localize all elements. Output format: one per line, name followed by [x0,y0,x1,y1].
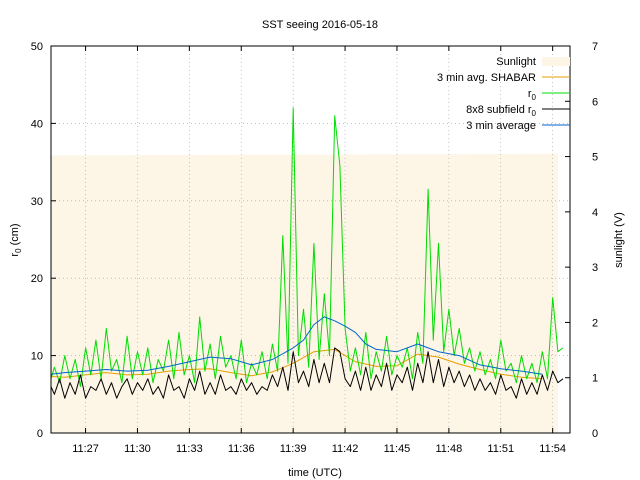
x-tick-label: 11:42 [332,443,359,455]
legend-entry: 8x8 subfield r0 [466,104,570,118]
series-line-3-min-average [50,316,543,375]
x-axis-label: time (UTC) [288,467,342,479]
legend-label-main: 8x8 subfield r [466,104,532,116]
sunlight-area-layer [51,153,558,434]
x-tick-label: 11:51 [487,443,514,455]
svg-text:r0 (cm): r0 (cm) [9,223,23,256]
legend-label: 3 min average [466,120,536,132]
y-tick-label: 10 [31,351,43,363]
legend-swatch [542,57,570,66]
legend-entry: r0 [528,88,570,102]
y-tick-label: 20 [31,273,43,285]
x-tick-label: 11:30 [124,443,151,455]
y2-tick-label: 4 [592,207,598,219]
axis-ticks: 11:27 11:30 11:33 11:36 11:39 11:42 11:45 11:48… [31,41,598,455]
y-tick-label: 30 [31,196,43,208]
legend-label-main: 3 min average [466,120,536,132]
y2-tick-label: 2 [592,317,598,329]
legend-label: 3 min avg. SHABAR [437,72,536,84]
y-axis-label-unit: (cm) [9,223,21,248]
series-lines [50,107,564,399]
plot-area: 11:27 11:30 11:33 11:36 11:39 11:42 11:45 11:48… [31,41,598,455]
legend-label-subscript: 0 [532,93,537,102]
x-tick-label: 11:27 [72,443,99,455]
series-line-8x8-subfield-r0 [50,347,564,399]
legend-entry: Sunlight [496,56,570,68]
y2-tick-label: 6 [592,96,598,108]
x-tick-label: 11:36 [228,443,255,455]
legend-label-main: r [528,88,532,100]
legend-label-subscript: 0 [532,109,537,118]
legend-label-main: Sunlight [496,56,536,68]
y2-tick-label: 7 [592,41,598,53]
legend-entry: 3 min average [466,120,570,132]
y-axis-label: r0 (cm) [9,223,23,256]
y-tick-label: 50 [31,41,43,53]
y2-axis-label: sunlight (V) [613,212,625,268]
series-line-3-min-avg-shabar [50,348,543,380]
x-tick-label: 11:45 [384,443,411,455]
y2-tick-label: 1 [592,373,598,385]
legend-label: Sunlight [496,56,536,68]
y-tick-label: 0 [37,428,43,440]
chart-title: SST seeing 2016-05-18 [262,19,378,31]
x-tick-label: 11:48 [436,443,463,455]
series-line-r0 [50,107,564,388]
y2-tick-label: 0 [592,428,598,440]
legend-label: 8x8 subfield r0 [466,104,536,118]
plot-frame [50,45,571,434]
y-tick-label: 40 [31,118,43,130]
legend-label: r0 [528,88,537,102]
sunlight-area [51,153,558,434]
y2-tick-label: 3 [592,262,598,274]
x-tick-label: 11:54 [539,443,566,455]
y-axis-label-main: r [9,253,21,257]
x-tick-label: 11:39 [280,443,307,455]
y-axis-label-subscript: 0 [14,248,23,253]
x-tick-label: 11:33 [176,443,203,455]
y2-tick-label: 5 [592,152,598,164]
legend-entry: 3 min avg. SHABAR [437,72,570,84]
legend-label-main: 3 min avg. SHABAR [437,72,536,84]
